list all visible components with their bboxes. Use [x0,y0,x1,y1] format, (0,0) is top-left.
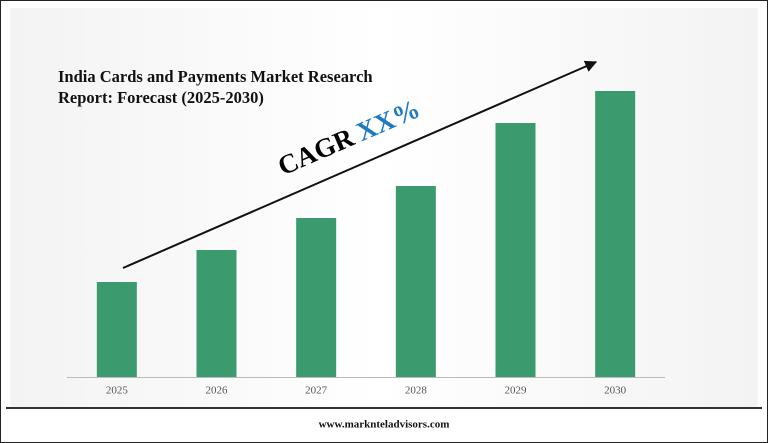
bar [595,91,636,377]
x-tick-label: 2030 [604,385,627,397]
x-tick-label: 2026 [206,385,229,397]
x-tick-label: 2025 [106,385,129,397]
bar [96,282,137,377]
bar [296,218,337,377]
bar [495,123,536,377]
x-tick-label: 2027 [305,385,328,397]
x-tick-label: 2028 [405,385,428,397]
footer-url: www.marknteladvisors.com [319,419,450,431]
bar [395,186,436,377]
trend-arrow [122,60,598,269]
chart-title: India Cards and Payments Market Research… [58,67,373,107]
bar [196,250,237,377]
x-tick-label: 2029 [505,385,528,397]
